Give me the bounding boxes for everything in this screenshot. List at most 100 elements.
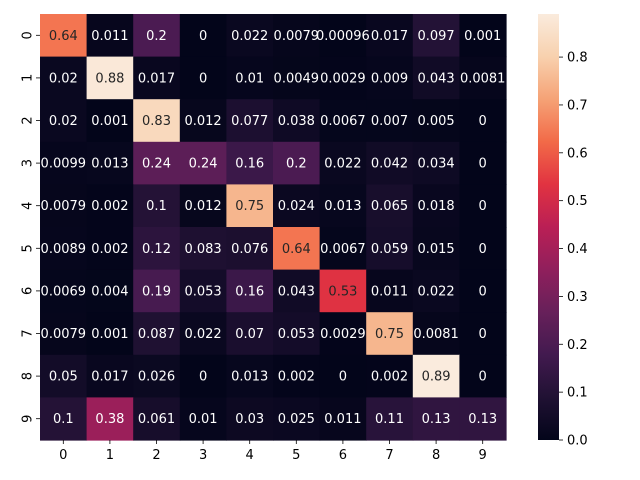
heatmap-cell — [319, 312, 367, 356]
heatmap-cell — [133, 269, 181, 313]
heatmap-cell — [40, 354, 88, 398]
heatmap-cell — [273, 227, 321, 271]
heatmap-cell — [179, 269, 227, 313]
y-tick-label: 7 — [21, 329, 36, 337]
cell-value-label: 0.2 — [286, 157, 307, 172]
cell-value-label: 0.002 — [371, 370, 408, 385]
colorbar-tick-label: 0.3 — [567, 290, 588, 305]
heatmap-cell — [459, 312, 507, 356]
cell-value-label: 0.053 — [184, 284, 221, 299]
cell-value-label: 0.01 — [235, 71, 264, 86]
heatmap-cell — [412, 99, 460, 143]
cell-value-label: 0.083 — [184, 242, 221, 257]
heatmap-cell — [459, 99, 507, 143]
heatmap-cell — [179, 354, 227, 398]
cell-value-label: 0.02 — [49, 71, 78, 86]
cell-value-label: 0.64 — [49, 29, 78, 44]
cell-value-label: 0.097 — [417, 29, 454, 44]
cell-value-label: 0.0049 — [274, 71, 320, 86]
y-tick-label: 0 — [21, 31, 36, 39]
heatmap-cell — [459, 14, 507, 58]
x-tick-label: 3 — [199, 448, 207, 463]
cell-value-label: 0.02 — [49, 114, 78, 129]
heatmap-cell — [179, 141, 227, 185]
heatmap-cell — [40, 397, 88, 441]
heatmap-cell — [40, 269, 88, 313]
heatmap-cell — [133, 99, 181, 143]
heatmap-cell — [40, 56, 88, 100]
cell-value-label: 0.11 — [375, 412, 404, 427]
cell-value-label: 0.012 — [184, 114, 221, 129]
heatmap-cell — [412, 269, 460, 313]
y-tick-label: 5 — [21, 244, 36, 252]
heatmap-cell — [273, 14, 321, 58]
heatmap-cell — [319, 269, 367, 313]
cell-value-label: 0.64 — [282, 242, 311, 257]
heatmap-cell — [366, 397, 414, 441]
cell-value-label: 0.038 — [278, 114, 315, 129]
y-tick-label: 9 — [21, 415, 36, 423]
cell-value-label: 0.0029 — [320, 327, 366, 342]
y-tick-label: 2 — [21, 116, 36, 124]
heatmap-cell — [273, 184, 321, 228]
cell-value-label: 0.022 — [231, 29, 268, 44]
heatmap-cell — [226, 99, 274, 143]
cell-value-label: 0.043 — [278, 284, 315, 299]
y-tick-label: 8 — [21, 372, 36, 380]
cell-value-label: 0.022 — [184, 327, 221, 342]
heatmap-cell — [226, 14, 274, 58]
colorbar-tick-label: 0.7 — [567, 98, 588, 113]
heatmap-cell — [226, 312, 274, 356]
cell-value-label: 0.017 — [138, 71, 175, 86]
heatmap-cell — [133, 354, 181, 398]
heatmap-cell — [459, 141, 507, 185]
heatmap-cell — [412, 397, 460, 441]
cell-value-label: 0.24 — [142, 157, 171, 172]
heatmap-cell — [179, 99, 227, 143]
cell-value-label: 0.011 — [91, 29, 128, 44]
cell-value-label: 0.025 — [278, 412, 315, 427]
cell-value-label: 0.75 — [375, 327, 404, 342]
heatmap-cell — [86, 184, 134, 228]
cell-value-label: 0.12 — [142, 242, 171, 257]
cell-value-label: 0.2 — [146, 29, 167, 44]
cell-value-label: 0.065 — [371, 199, 408, 214]
cell-value-label: 0.13 — [422, 412, 451, 427]
cell-value-label: 0 — [199, 370, 207, 385]
cell-value-label: 0.013 — [231, 370, 268, 385]
cell-value-label: 0.059 — [371, 242, 408, 257]
heatmap-cell — [273, 269, 321, 313]
heatmap-cell — [412, 227, 460, 271]
cell-value-label: 0.05 — [49, 370, 78, 385]
heatmap-cell — [319, 184, 367, 228]
x-tick-label: 5 — [292, 448, 300, 463]
cell-value-label: 0.018 — [417, 199, 454, 214]
heatmap-cell — [86, 99, 134, 143]
cell-value-label: 0.022 — [417, 284, 454, 299]
x-tick-label: 8 — [432, 448, 440, 463]
colorbar-tick-label: 0.1 — [567, 386, 588, 401]
heatmap-cell — [86, 397, 134, 441]
x-tick-label: 7 — [385, 448, 393, 463]
cell-value-label: 0.0079 — [41, 199, 87, 214]
heatmap-cell — [179, 227, 227, 271]
cell-value-label: 0 — [479, 242, 487, 257]
cell-value-label: 0.53 — [328, 284, 357, 299]
heatmap-cell — [133, 14, 181, 58]
cell-value-label: 0 — [339, 370, 347, 385]
heatmap-cell — [86, 56, 134, 100]
heatmap-cell — [133, 312, 181, 356]
cell-value-label: 0 — [479, 114, 487, 129]
colorbar-tick-label: 0.6 — [567, 146, 588, 161]
cell-value-label: 0.002 — [278, 370, 315, 385]
cell-value-label: 0.087 — [138, 327, 175, 342]
cell-value-label: 0.013 — [324, 199, 361, 214]
heatmap-cell — [133, 56, 181, 100]
heatmap-cell — [133, 227, 181, 271]
heatmap-cell — [226, 354, 274, 398]
cell-value-label: 0.015 — [417, 242, 454, 257]
heatmap-cells — [40, 14, 507, 441]
heatmap-cell — [319, 56, 367, 100]
y-tick-label: 4 — [21, 202, 36, 210]
